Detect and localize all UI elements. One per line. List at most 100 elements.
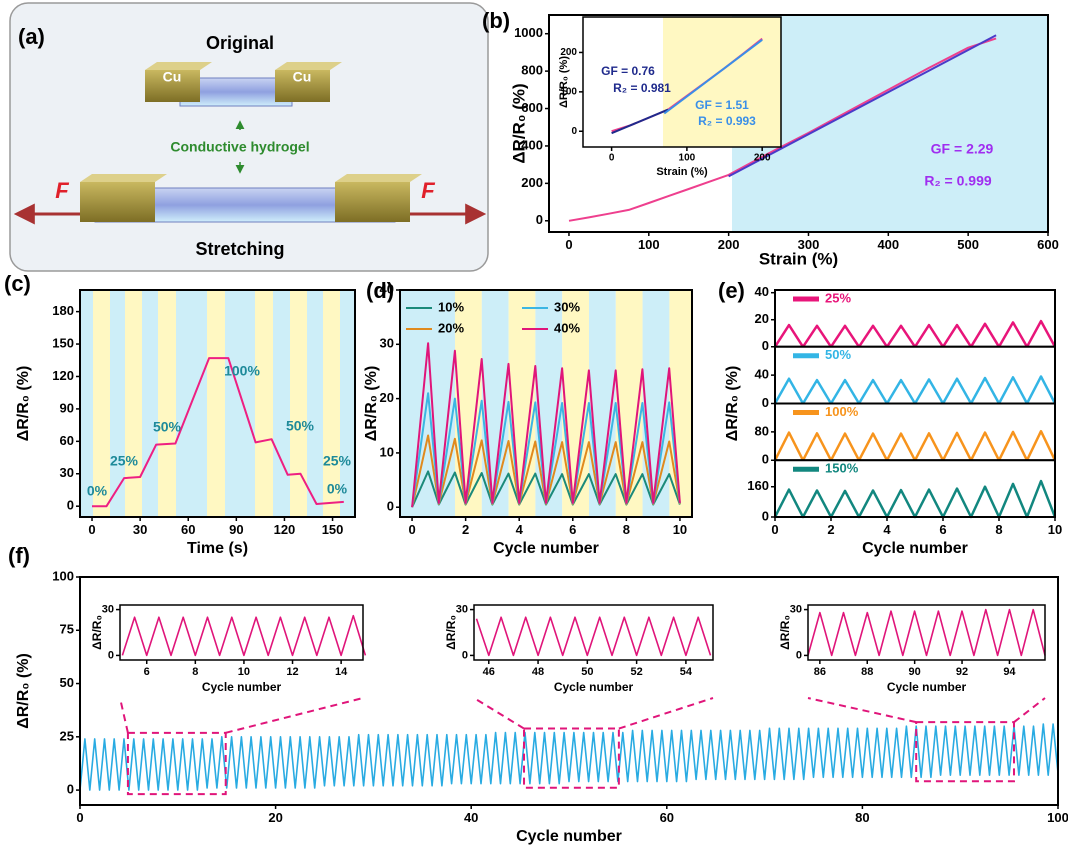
y-axis-label: ΔR/R₀ (%)	[724, 366, 741, 442]
x-tick-label: 150	[322, 522, 344, 537]
y-tick-label: 30	[380, 336, 394, 351]
x-tick-label: 0	[88, 522, 95, 537]
y-axis-label: ΔR/R₀ (%)	[363, 366, 380, 442]
x-tick-label: 0	[408, 522, 415, 537]
y-tick-label: 0	[762, 338, 769, 353]
annotation: R₂ = 0.993	[698, 114, 756, 128]
figure: (a) Original Cu Cu Conductive hydrogel F…	[0, 0, 1068, 846]
y-tick-label: 0	[67, 782, 74, 797]
y-tick-label: 30	[102, 603, 114, 615]
x-axis-label: Cycle number	[516, 828, 622, 845]
x-tick-label: 0	[771, 522, 778, 537]
x-tick-label: 48	[532, 666, 544, 678]
x-axis-label: Cycle number	[554, 680, 634, 694]
x-tick-label: 60	[181, 522, 195, 537]
y-tick-label: 90	[60, 400, 74, 415]
material-label: Conductive hydrogel	[170, 139, 309, 155]
electrode	[80, 174, 167, 182]
panel-label: (e)	[718, 278, 745, 303]
shaded-region	[142, 290, 158, 517]
y-axis-label: ΔR/R₀ (%)	[15, 653, 32, 729]
legend-label: 50%	[825, 347, 851, 362]
x-tick-label: 2	[827, 522, 834, 537]
legend-label: 100%	[825, 404, 859, 419]
y-axis-label: ΔR/R₀ (%)	[15, 366, 32, 442]
legend-label: 40%	[554, 320, 580, 335]
x-tick-label: 6	[569, 522, 576, 537]
electrode	[80, 182, 155, 222]
y-axis-label: ΔR/R₀	[444, 615, 458, 650]
annotation: GF = 2.29	[931, 141, 994, 157]
x-tick-label: 6	[144, 666, 150, 678]
x-tick-label: 200	[718, 237, 740, 252]
panel-label: (b)	[482, 8, 510, 33]
annotation: 0%	[87, 483, 108, 499]
legend-label: 25%	[825, 290, 851, 305]
y-tick-label: 200	[521, 175, 543, 190]
annotation: R₂ = 0.999	[924, 173, 992, 189]
x-tick-label: 90	[229, 522, 243, 537]
plot-background	[120, 605, 363, 660]
y-tick-label: 0	[536, 212, 543, 227]
x-tick-label: 94	[1003, 666, 1016, 678]
state-label: Original	[206, 33, 274, 53]
x-tick-label: 10	[238, 666, 250, 678]
x-tick-label: 100	[638, 237, 660, 252]
y-tick-label: 120	[52, 368, 74, 383]
annotation: 25%	[323, 453, 352, 469]
x-tick-label: 46	[483, 666, 495, 678]
x-tick-label: 8	[995, 522, 1002, 537]
y-tick-label: 0	[571, 126, 577, 137]
x-tick-label: 60	[660, 810, 674, 825]
shaded-region	[225, 290, 255, 517]
y-axis-label: ΔR/R₀ (%)	[558, 56, 570, 108]
x-tick-label: 92	[956, 666, 968, 678]
y-tick-label: 25	[60, 728, 74, 743]
electrode	[335, 174, 422, 182]
y-tick-label: 10	[380, 444, 394, 459]
x-axis-label: Cycle number	[887, 680, 967, 694]
panel-label: (f)	[8, 543, 30, 568]
x-tick-label: 0	[565, 237, 572, 252]
annotation: GF = 1.51	[695, 98, 749, 112]
y-tick-label: 30	[456, 603, 468, 615]
y-tick-label: 180	[52, 303, 74, 318]
y-axis-label: ΔR/R₀ (%)	[509, 83, 528, 163]
legend-label: 20%	[438, 320, 464, 335]
x-tick-label: 50	[581, 666, 593, 678]
x-axis-label: Strain (%)	[759, 249, 838, 268]
x-tick-label: 200	[754, 153, 771, 164]
annotation: GF = 0.76	[601, 64, 655, 78]
y-tick-label: 1000	[514, 25, 543, 40]
plot-background	[474, 605, 713, 660]
x-tick-label: 400	[877, 237, 899, 252]
y-tick-label: 800	[521, 63, 543, 78]
annotation: 100%	[224, 363, 260, 379]
x-tick-label: 600	[1037, 237, 1059, 252]
y-tick-label: 40	[755, 284, 769, 299]
y-tick-label: 30	[60, 465, 74, 480]
x-tick-label: 4	[883, 522, 891, 537]
x-tick-label: 2	[462, 522, 469, 537]
x-tick-label: 120	[274, 522, 296, 537]
panel-a: (a) Original Cu Cu Conductive hydrogel F…	[10, 3, 488, 271]
electrode-label: Cu	[293, 69, 312, 85]
y-tick-label: 20	[755, 311, 769, 326]
x-tick-label: 86	[814, 666, 826, 678]
y-tick-label: 0	[762, 395, 769, 410]
legend-label: 30%	[554, 299, 580, 314]
shaded-region	[207, 290, 225, 517]
x-tick-label: 54	[680, 666, 693, 678]
y-tick-label: 30	[790, 603, 802, 615]
y-tick-label: 160	[747, 478, 769, 493]
legend-label: 10%	[438, 299, 464, 314]
x-axis-label: Cycle number	[862, 540, 968, 557]
annotation: 50%	[286, 418, 315, 434]
x-axis-label: Strain (%)	[656, 166, 708, 178]
y-tick-label: 50	[60, 675, 74, 690]
y-tick-label: 0	[762, 508, 769, 523]
x-tick-label: 8	[192, 666, 198, 678]
force-label: F	[421, 178, 435, 203]
y-tick-label: 0	[796, 649, 802, 661]
x-tick-label: 12	[286, 666, 298, 678]
